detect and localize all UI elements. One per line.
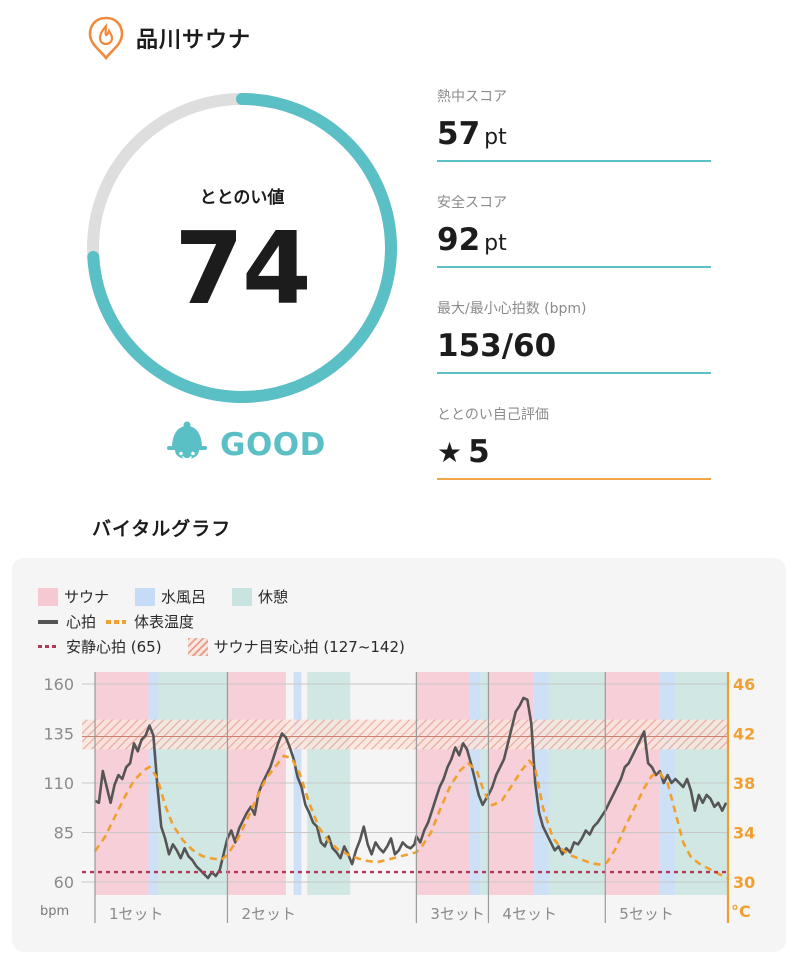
verdict-text: GOOD (220, 427, 326, 463)
y-left-unit: bpm (40, 904, 69, 919)
sauna-pin-icon (88, 16, 124, 60)
metric-divider (437, 372, 711, 374)
legend-target-hr: サウナ目安心拍 (127~142) (187, 636, 405, 657)
y-right-tick: 38 (733, 774, 755, 793)
section-title: バイタルグラフ (92, 518, 232, 540)
set-label: 3セット (430, 905, 485, 923)
metric-label: ととのい自己評価 (437, 407, 549, 423)
y-right-unit: °C (731, 902, 751, 921)
metric-label: 最大/最小心拍数 (bpm) (437, 301, 587, 317)
metric-label: 熱中スコア (437, 89, 507, 105)
y-left-tick: 160 (43, 675, 74, 694)
y-right-tick: 46 (733, 675, 755, 694)
y-right-tick: 42 (733, 725, 755, 744)
gauge-value: 74 (174, 210, 311, 327)
legend-water-bath: 水風呂 (135, 586, 206, 607)
facility-header: 品川サウナ (88, 16, 251, 60)
metric-value: ★ 5 (437, 434, 490, 470)
set-label: 5セット (619, 905, 674, 923)
y-left-tick: 60 (54, 873, 74, 892)
legend-rest: 休憩 (232, 586, 288, 607)
metric-value: 57 pt (437, 116, 507, 152)
legend-resting-hr: 安静心拍 (65) (38, 636, 162, 657)
legend-reference: 安静心拍 (65) サウナ目安心拍 (127~142) (38, 636, 431, 657)
gauge-label: ととのい値 (199, 188, 285, 208)
set-label: 1セット (109, 905, 164, 923)
verdict-badge: GOOD (166, 420, 326, 470)
heart-rate-line (94, 696, 728, 880)
target-hr-band (82, 719, 728, 750)
gauge-progress-arc (87, 93, 397, 403)
y-left-tick: 135 (43, 725, 74, 744)
set-label: 2セット (241, 905, 296, 923)
metric-safety-score: 安全スコア 92 pt (437, 192, 711, 268)
y-left-tick: 110 (43, 774, 74, 793)
metric-self-rating: ととのい自己評価 ★ 5 (437, 404, 711, 480)
totonoi-gauge (87, 93, 397, 403)
metric-value: 92 pt (437, 222, 507, 258)
legend-sauna: サウナ (38, 586, 109, 607)
metric-heart-rate: 最大/最小心拍数 (bpm) 153/60 (437, 298, 711, 374)
legend-lines: 心拍 体表温度 (38, 611, 220, 632)
body-temp-line (93, 754, 729, 880)
metric-divider (437, 478, 711, 480)
y-left-tick: 85 (54, 824, 74, 843)
metric-value: 153/60 (437, 328, 557, 364)
legend-body-temp: 体表温度 (106, 611, 194, 632)
y-right-tick: 34 (733, 824, 755, 843)
y-right-tick: 30 (733, 873, 755, 892)
star-icon: ★ (437, 436, 463, 469)
facility-name: 品川サウナ (136, 28, 252, 53)
metric-label: 安全スコア (437, 195, 507, 211)
legend-heart-rate: 心拍 (38, 611, 96, 632)
set-label: 4セット (502, 905, 557, 923)
metric-heat-score: 熱中スコア 57 pt (437, 86, 711, 162)
metric-divider (437, 160, 711, 162)
legend-phases: サウナ 水風呂 休憩 (38, 586, 314, 607)
metric-divider (437, 266, 711, 268)
hat-face-icon (167, 421, 207, 460)
